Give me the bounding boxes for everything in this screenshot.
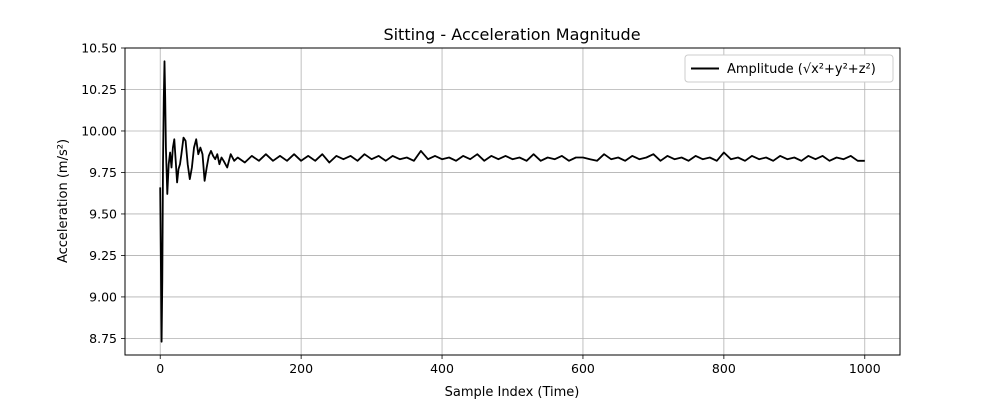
x-tick-label: 600: [571, 361, 595, 376]
y-axis: 8.75 9.00 9.25 9.50 9.75 10.00 10.25 10.50: [81, 41, 125, 346]
x-axis-label: Sample Index (Time): [445, 385, 580, 400]
x-tick-label: 1000: [849, 361, 881, 376]
series-line: [159, 60, 865, 343]
y-tick-label: 9.00: [89, 289, 117, 304]
series-layer: [159, 60, 865, 343]
y-tick-label: 10.25: [81, 82, 117, 97]
x-tick-label: 400: [430, 361, 454, 376]
y-tick-label: 10.50: [81, 41, 117, 56]
y-axis-label: Acceleration (m/s²): [56, 139, 71, 263]
y-tick-label: 10.00: [81, 123, 117, 138]
x-tick-label: 800: [712, 361, 736, 376]
x-tick-label: 0: [156, 361, 164, 376]
chart-title: Sitting - Acceleration Magnitude: [383, 25, 640, 44]
legend-label: Amplitude (√x²+y²+z²): [727, 62, 876, 77]
y-tick-label: 8.75: [89, 331, 117, 346]
x-axis: 0 200 400 600 800 1000: [156, 355, 881, 376]
x-tick-label: 200: [289, 361, 313, 376]
y-tick-label: 9.25: [89, 248, 117, 263]
y-tick-label: 9.50: [89, 206, 117, 221]
legend: Amplitude (√x²+y²+z²): [684, 54, 894, 83]
legend-box: [684, 54, 894, 83]
plot-frame: [124, 47, 901, 356]
y-tick-label: 9.75: [89, 165, 117, 180]
